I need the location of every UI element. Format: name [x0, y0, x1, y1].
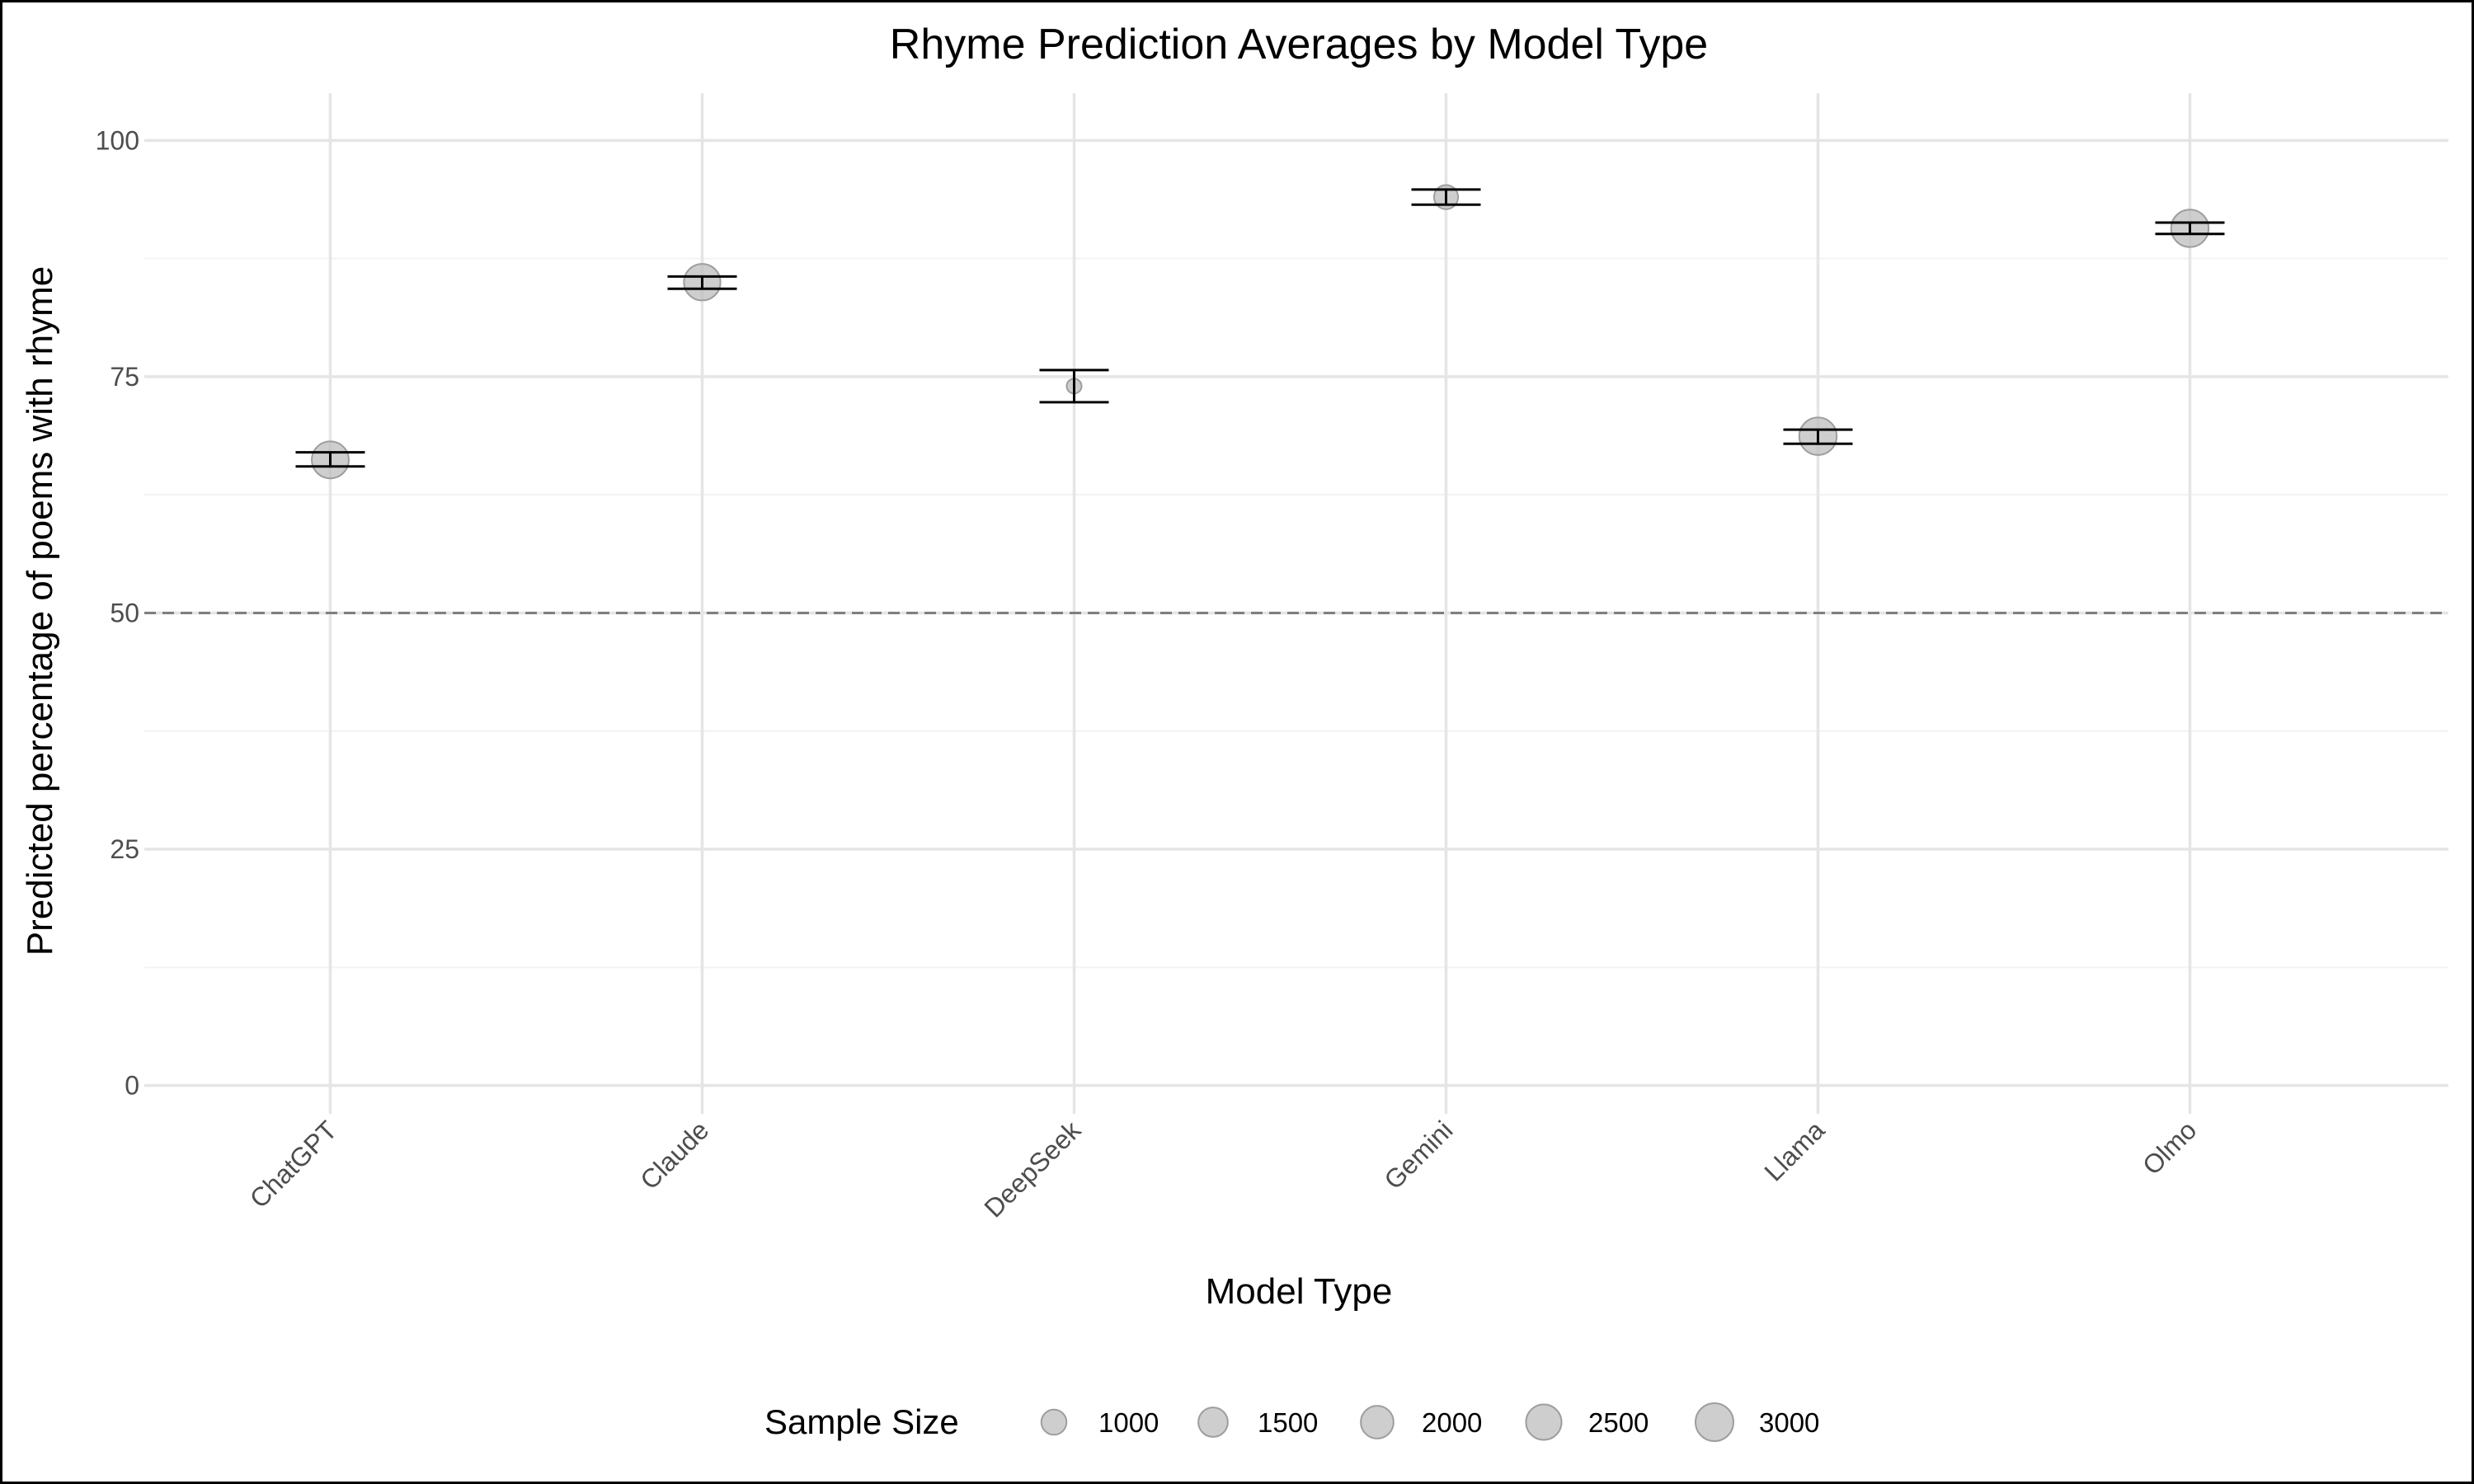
y-tick-label: 25	[110, 834, 139, 864]
x-axis-ticks: ChatGPT Claude DeepSeek Gemini Llama Olmo	[244, 1115, 2203, 1223]
legend-label: 1500	[1258, 1407, 1318, 1438]
legend-key	[1695, 1402, 1734, 1442]
x-tick-label: Llama	[1758, 1115, 1830, 1186]
y-axis-title: Predicted percentage of poems with rhyme	[20, 266, 60, 956]
y-tick-label: 50	[110, 598, 139, 627]
legend-label: 2000	[1422, 1407, 1482, 1438]
legend-key	[1525, 1403, 1563, 1441]
points-group	[295, 184, 2225, 480]
y-tick-label: 0	[125, 1071, 139, 1101]
grid	[144, 93, 2448, 1114]
chart-title: Rhyme Prediction Averages by Model Type	[890, 21, 1708, 68]
x-tick-label: Olmo	[2137, 1115, 2203, 1181]
data-point-group	[1039, 369, 1109, 404]
data-point-group	[2155, 209, 2225, 248]
legend-key	[1197, 1407, 1229, 1438]
x-tick-label: Gemini	[1378, 1115, 1458, 1195]
data-point-group	[295, 440, 365, 480]
x-tick-label: Claude	[634, 1115, 714, 1195]
legend-key	[1360, 1405, 1395, 1439]
x-axis-title: Model Type	[1206, 1271, 1393, 1312]
legend: Sample Size 1000 1500 2000 2500 3000	[764, 1402, 1819, 1442]
legend-label: 3000	[1759, 1407, 1819, 1438]
legend-label: 1000	[1098, 1407, 1159, 1438]
y-tick-label: 100	[96, 125, 139, 155]
data-point-group	[667, 263, 737, 302]
y-axis-ticks: 0 25 50 75 100	[96, 125, 139, 1100]
y-tick-label: 75	[110, 362, 139, 392]
legend-label: 2500	[1588, 1407, 1649, 1438]
legend-key	[1040, 1408, 1068, 1436]
x-tick-label: DeepSeek	[978, 1115, 1087, 1223]
data-point-group	[1783, 416, 1853, 456]
legend-title: Sample Size	[764, 1402, 959, 1441]
data-point-group	[1411, 184, 1481, 210]
x-tick-label: ChatGPT	[244, 1115, 343, 1214]
